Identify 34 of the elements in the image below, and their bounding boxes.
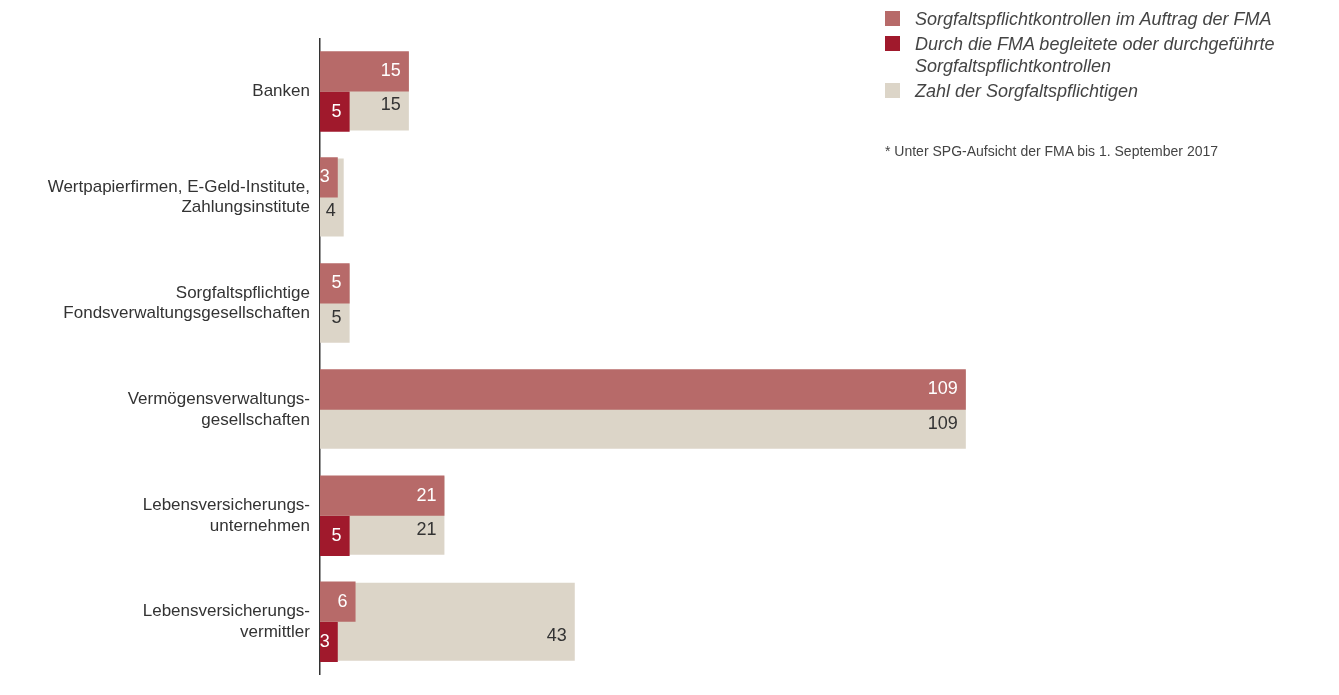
- annotation: * Unter SPG-Aufsicht der FMA bis 1. September 2017: [885, 142, 1220, 161]
- data-label: 43: [546, 624, 567, 645]
- y-tick-label: Banken: [252, 81, 310, 101]
- data-label: 109: [927, 378, 958, 399]
- bar: [320, 581, 356, 622]
- y-tick-label: Sorgfaltspflichtige Fondsverwaltungsgesellschaften: [63, 283, 310, 323]
- bar: [320, 515, 350, 557]
- data-label: 5: [331, 306, 342, 327]
- data-label: 3: [319, 630, 330, 651]
- data-label: 3: [319, 166, 330, 187]
- y-tick-label: Wertpapierfirmen, E-Geld-Institute, Zahlungsinstitute: [47, 176, 310, 217]
- bar: [320, 157, 338, 198]
- bar: [320, 621, 338, 663]
- data-label: 5: [331, 524, 342, 545]
- y-tick-label: Vermögensverwaltungs- gesellschaften: [127, 389, 310, 429]
- legend-label: Sorgfaltspflichtkontrollen im Auftrag der FMA: [915, 8, 1272, 30]
- y-tick-label: Lebensversicherungs- vermittler: [142, 601, 311, 641]
- legend-label: Zahl der Sorgfaltspflichtigen: [915, 80, 1139, 102]
- data-label: 109: [927, 412, 958, 433]
- data-label: 15: [380, 94, 401, 115]
- bar: [320, 91, 350, 132]
- data-label: 6: [337, 590, 348, 611]
- bar: [320, 369, 966, 410]
- data-label: 5: [331, 100, 342, 121]
- y-tick-label: Lebensversicherungs- unternehmen: [142, 495, 310, 535]
- data-label: 21: [416, 484, 437, 505]
- data-label: 4: [325, 200, 336, 221]
- data-label: 5: [331, 272, 342, 293]
- data-label: 21: [416, 518, 437, 539]
- bar: [320, 475, 445, 516]
- legend-label: Durch die FMA begleitete oder durchgeführte Sorgfaltspflichtkontrollen: [915, 33, 1276, 77]
- bar: [320, 51, 409, 92]
- bar: [320, 263, 350, 304]
- data-label: 15: [380, 60, 401, 81]
